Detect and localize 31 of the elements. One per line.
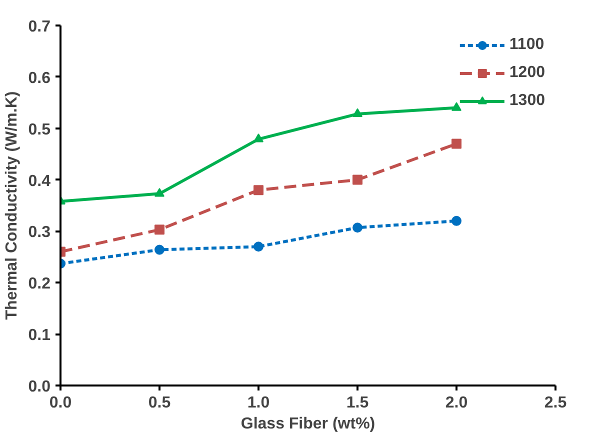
y-tick-label: 0.0 xyxy=(28,378,51,396)
point xyxy=(254,133,264,142)
point xyxy=(452,102,462,111)
point xyxy=(154,188,164,197)
x-tick-label: 2.0 xyxy=(445,394,468,412)
point xyxy=(154,224,164,235)
legend-label: 1200 xyxy=(509,64,545,82)
point xyxy=(352,108,362,118)
point xyxy=(452,138,462,149)
y-tick-label: 0.5 xyxy=(28,121,51,138)
y-tick-label: 0.4 xyxy=(28,172,51,190)
point xyxy=(352,222,362,233)
y-tick-label: 0.2 xyxy=(28,276,51,293)
x-tick-label: 1.0 xyxy=(247,394,270,412)
point xyxy=(254,242,264,252)
point xyxy=(154,244,164,255)
x-tick-label: 0.0 xyxy=(49,394,72,412)
y-tick-label: 0.3 xyxy=(28,224,51,242)
x-axis-title: Glass Fiber (wt%) xyxy=(240,416,376,432)
y-tick-label: 0.1 xyxy=(28,327,51,344)
legend-label: 1300 xyxy=(509,92,545,110)
point xyxy=(254,185,264,196)
x-tick-label: 0.5 xyxy=(148,394,171,412)
y-axis-title: Thermal Conductivity (W/m.K) xyxy=(3,91,20,320)
y-tick-label: 0.6 xyxy=(28,70,51,87)
x-tick-label: 2.5 xyxy=(544,394,567,412)
x-tick-label: 1.5 xyxy=(346,394,369,412)
legend-label: 1100 xyxy=(509,36,544,54)
point xyxy=(352,174,362,185)
point xyxy=(452,216,462,226)
y-tick-label: 0.7 xyxy=(28,18,51,36)
